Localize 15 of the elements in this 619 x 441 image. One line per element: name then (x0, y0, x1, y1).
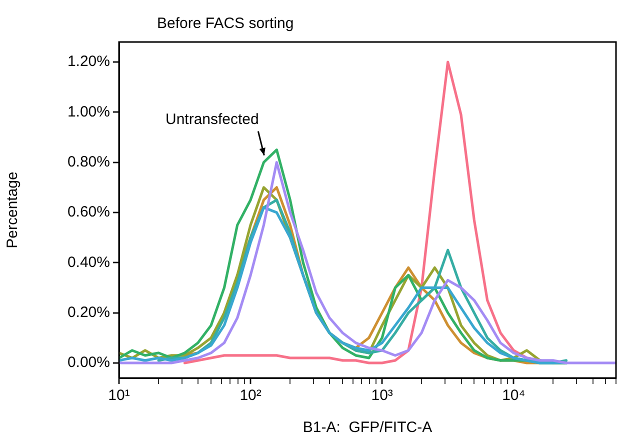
y-tick-label: 0.60% (67, 204, 110, 221)
chart-title: Before FACS sorting (157, 15, 294, 32)
y-tick-label: 0.00% (67, 354, 110, 372)
y-axis-title: Percentage (4, 172, 22, 248)
y-tick-label: 1.00% (67, 103, 110, 120)
y-tick-label: 0.80% (67, 154, 110, 170)
y-tick-label: 1.20% (67, 53, 110, 70)
x-axis-title: B1-A: GFP/FITC-A (302, 419, 432, 436)
y-tick-label: 0.20% (67, 304, 110, 321)
x-tick-label: 10¹ (108, 387, 130, 404)
x-tick-label: 10² (240, 387, 262, 404)
y-tick-label: 0.40% (67, 254, 110, 271)
x-tick-label: 10³ (371, 387, 393, 404)
x-tick-label: 10⁴ (502, 387, 526, 404)
annotation: Untransfected (165, 110, 259, 128)
